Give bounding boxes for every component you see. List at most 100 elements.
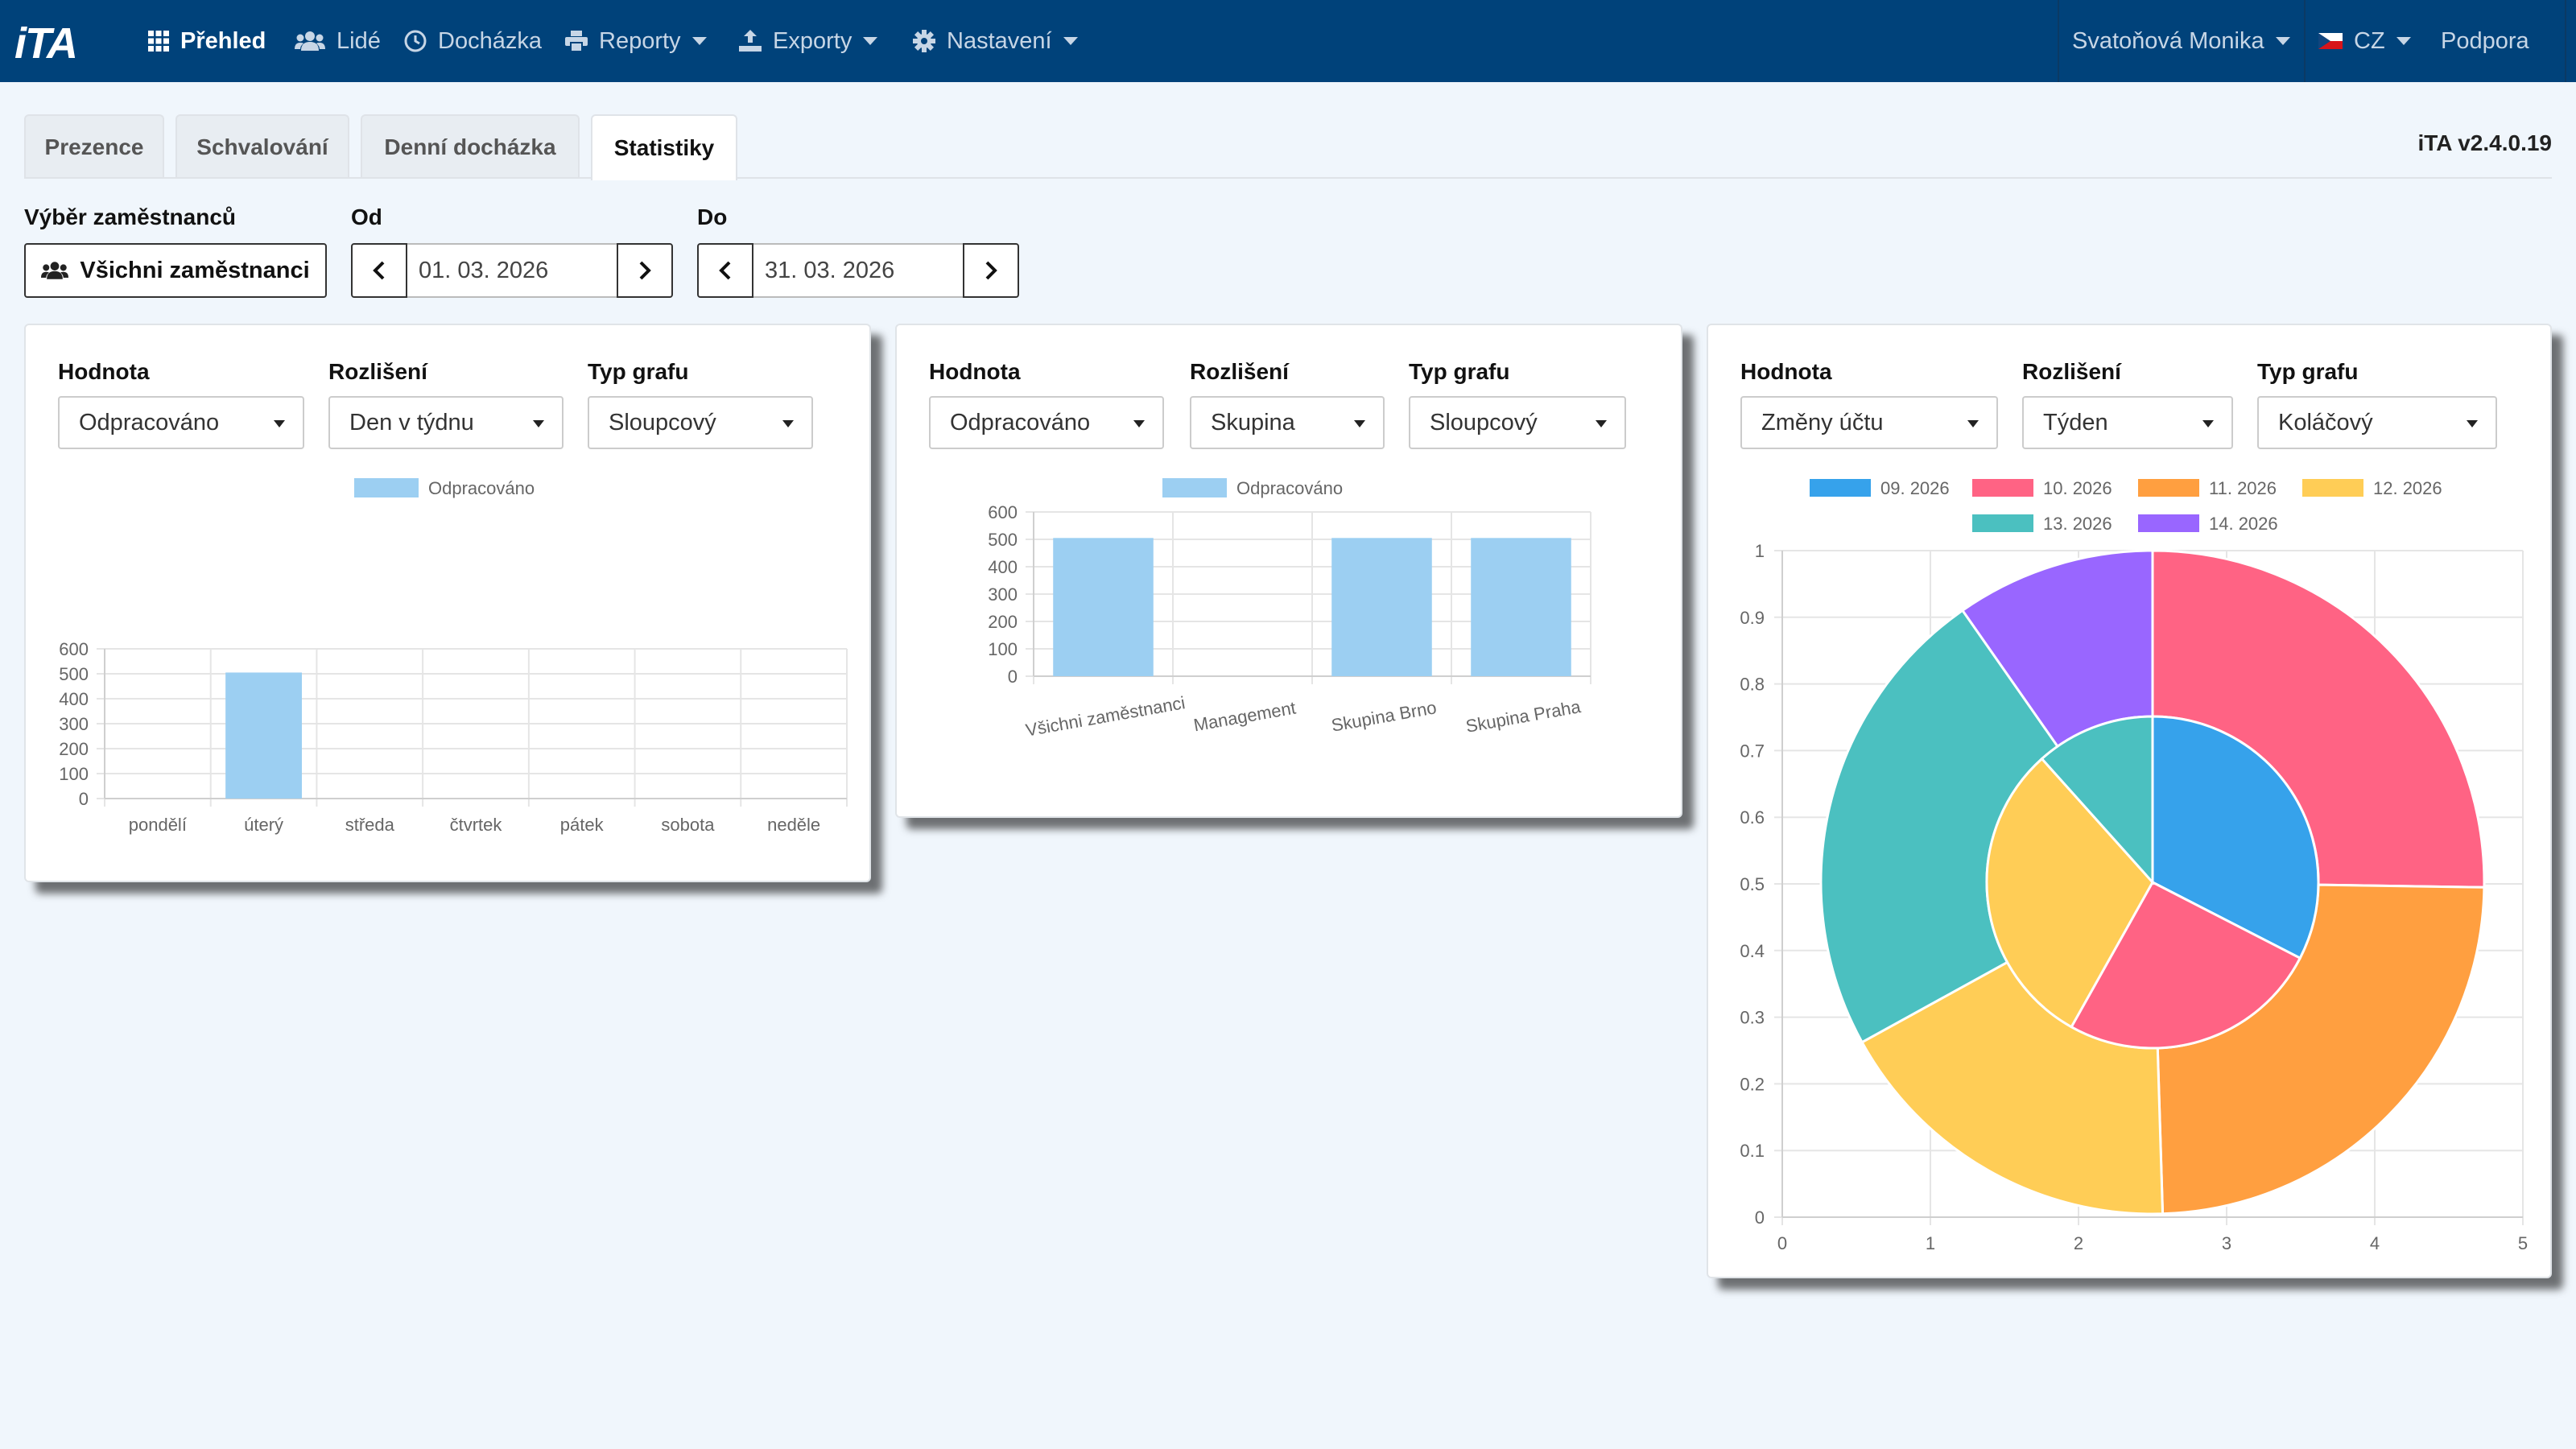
bar-2	[1331, 538, 1432, 676]
y-tick-label: 300	[988, 584, 1018, 605]
chart-type-select-text: Koláčový	[2278, 409, 2373, 436]
x-tick-label: úterý	[244, 815, 283, 835]
top-navbar: iTA Přehled Lidé Docházka Reporty Export…	[0, 0, 2576, 82]
chart-type-select[interactable]: Sloupcový	[1409, 396, 1626, 449]
users-icon	[295, 31, 325, 51]
value-select[interactable]: Odpracováno	[929, 396, 1164, 449]
y-tick-label: 200	[988, 612, 1018, 632]
legend-swatch	[2138, 514, 2199, 532]
y-tick-label: 0.2	[1740, 1074, 1765, 1094]
y-tick-label: 0	[79, 789, 89, 809]
tab-presence-label: Prezence	[44, 134, 144, 159]
y-tick-label: 600	[988, 502, 1018, 522]
tab-presence[interactable]: Prezence	[24, 114, 164, 179]
legend-label: 11. 2026	[2209, 478, 2277, 498]
tabs-underline	[24, 177, 2552, 179]
date-from-next-button[interactable]	[617, 243, 673, 298]
resolution-select[interactable]: Skupina	[1190, 396, 1385, 449]
legend-label: 14. 2026	[2209, 514, 2278, 534]
bar-1	[225, 672, 302, 799]
chevron-down-icon	[2275, 37, 2290, 45]
legend-swatch	[1972, 479, 2033, 497]
resolution-select-text: Skupina	[1211, 409, 1295, 436]
resolution-label: Rozlišení	[328, 359, 427, 384]
date-to-prev-button[interactable]	[697, 243, 753, 298]
value-select[interactable]: Odpracováno	[58, 396, 304, 449]
y-tick-label: 0.1	[1740, 1141, 1765, 1161]
date-from-group: 01. 03. 2026	[351, 243, 673, 298]
tab-daily-attendance-label: Denní docházka	[384, 134, 556, 159]
app-logo[interactable]: iTA	[14, 19, 123, 68]
tab-approval-label: Schvalování	[196, 134, 328, 159]
legend-swatch	[2302, 479, 2363, 497]
value-select[interactable]: Změny účtu	[1740, 396, 1998, 449]
resolution-select[interactable]: Den v týdnu	[328, 396, 564, 449]
nav-settings[interactable]: Nastavení	[913, 0, 1078, 82]
nav-overview[interactable]: Přehled	[148, 0, 266, 82]
x-tick-label: Skupina Brno	[1330, 697, 1438, 736]
chevron-left-icon	[719, 261, 731, 280]
x-tick-label: 2	[2074, 1233, 2083, 1253]
resolution-select-text: Týden	[2043, 409, 2108, 436]
x-tick-label: 1	[1926, 1233, 1935, 1253]
tab-approval[interactable]: Schvalování	[175, 114, 349, 179]
bar-chart-weekday: Odpracováno 0 100 200 300 400 500 600 pondělí úte…	[59, 478, 848, 835]
x-tick-label: pátek	[560, 815, 605, 835]
y-tick-label: 600	[59, 639, 89, 659]
chart-type-select[interactable]: Sloupcový	[588, 396, 813, 449]
chart-type-select-text: Sloupcový	[609, 409, 716, 436]
y-tick-label: 100	[988, 639, 1018, 659]
caret-down-icon	[782, 420, 794, 427]
nav-people-label: Lidé	[336, 27, 381, 54]
czech-flag-icon	[2318, 33, 2343, 49]
nav-divider	[2565, 0, 2566, 82]
chart-type-label: Typ grafu	[1409, 359, 1510, 384]
pie-slice-inner-4	[2040, 715, 2154, 886]
language-menu[interactable]: CZ	[2318, 0, 2411, 82]
tab-daily-attendance[interactable]: Denní docházka	[361, 114, 580, 179]
to-label: Do	[697, 204, 728, 229]
pie-chart-account-changes: 09. 2026 10. 2026 11. 2026 12. 2026 13. 2026…	[1740, 478, 2528, 1253]
x-tick-label: 3	[2222, 1233, 2231, 1253]
x-tick-label: Management	[1192, 697, 1298, 735]
y-tick-label: 0.7	[1740, 741, 1765, 761]
nav-exports[interactable]: Exporty	[739, 0, 878, 82]
printer-icon	[565, 31, 588, 52]
nav-people[interactable]: Lidé	[295, 0, 381, 82]
date-to-next-button[interactable]	[963, 243, 1019, 298]
language-label: CZ	[2354, 27, 2385, 54]
date-from-prev-button[interactable]	[351, 243, 407, 298]
nav-divider	[2304, 0, 2306, 82]
pie-slice-inner-3	[1985, 757, 2154, 1029]
bar-3	[1471, 538, 1571, 676]
tab-statistics[interactable]: Statistiky	[591, 114, 737, 180]
date-from-input[interactable]: 01. 03. 2026	[407, 243, 617, 298]
date-to-input[interactable]: 31. 03. 2026	[753, 243, 963, 298]
employees-select-button[interactable]: Všichni zaměstnanci	[24, 243, 327, 298]
date-to-group: 31. 03. 2026	[697, 243, 1019, 298]
user-menu[interactable]: Svatoňová Monika	[2072, 0, 2290, 82]
support-link[interactable]: Podpora	[2441, 0, 2529, 82]
nav-reports-label: Reporty	[599, 27, 681, 54]
caret-down-icon	[1354, 420, 1365, 427]
chart-panel-account-changes: Hodnota Rozlišení Typ grafu Změny účtu T…	[1707, 324, 2552, 1278]
y-tick-label: 400	[988, 557, 1018, 577]
x-tick-label: čtvrtek	[450, 815, 503, 835]
resolution-select[interactable]: Týden	[2022, 396, 2233, 449]
clock-icon	[404, 30, 427, 52]
caret-down-icon	[533, 420, 544, 427]
caret-down-icon	[1967, 420, 1979, 427]
legend-label: Odpracováno	[428, 478, 535, 498]
chevron-down-icon	[863, 37, 878, 45]
nav-reports[interactable]: Reporty	[565, 0, 707, 82]
legend-label: 09. 2026	[1880, 478, 1950, 498]
chart-panel-groups: Hodnota Rozlišení Typ grafu Odpracováno …	[895, 324, 1682, 818]
nav-attendance[interactable]: Docházka	[404, 0, 542, 82]
nav-overview-label: Přehled	[180, 27, 266, 54]
chart-type-select[interactable]: Koláčový	[2257, 396, 2497, 449]
support-label: Podpora	[2441, 27, 2529, 54]
y-tick-label: 0.3	[1740, 1008, 1765, 1028]
y-tick-label: 400	[59, 689, 89, 709]
y-tick-label: 0.8	[1740, 675, 1765, 695]
bar-0	[1053, 538, 1154, 676]
